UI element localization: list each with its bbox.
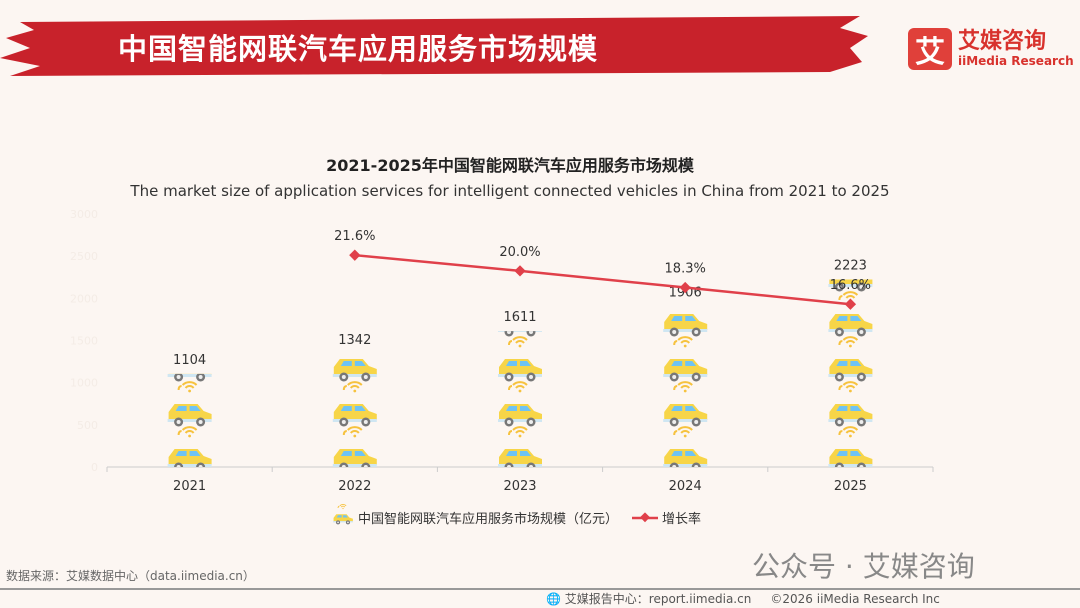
footer-report: 🌐 艾媒报告中心：report.iimedia.cn ©2026 iiMedia… <box>546 590 940 607</box>
divider <box>0 588 1080 590</box>
legend-marker <box>640 512 650 523</box>
car-icon <box>497 426 543 467</box>
globe-icon: 🌐 <box>546 592 561 606</box>
car-icon <box>662 336 709 383</box>
growth-label: 20.0% <box>499 245 540 260</box>
y-tick-label: 2500 <box>70 250 98 263</box>
copyright: ©2026 iiMedia Research Inc <box>770 592 940 606</box>
bar-value-label: 2223 <box>834 259 867 274</box>
bar-value-label: 1104 <box>173 353 206 368</box>
car-icon <box>166 381 213 428</box>
growth-label: 18.3% <box>665 262 706 277</box>
growth-point <box>844 298 857 310</box>
chart-title: 2021-2025年中国智能网联汽车应用服务市场规模 <box>326 156 694 175</box>
car-icon <box>333 292 377 336</box>
header-banner <box>0 16 868 76</box>
growth-point <box>679 281 691 294</box>
logo-mark: 艾 <box>908 28 952 70</box>
car-icon <box>827 336 874 383</box>
y-tick-label: 0 <box>91 461 98 474</box>
x-tick-label: 2021 <box>173 479 206 494</box>
x-tick-label: 2022 <box>338 479 371 494</box>
car-icon <box>497 336 543 383</box>
logo: 艾 艾媒咨询 iiMedia Research <box>908 28 1074 70</box>
growth-point <box>514 265 526 277</box>
bar-value-label: 1342 <box>338 333 371 348</box>
x-tick-label: 2024 <box>669 479 702 494</box>
car-icon <box>331 381 378 428</box>
legend-car-icon <box>332 504 354 525</box>
x-tick-label: 2025 <box>834 479 867 494</box>
y-tick-label: 1500 <box>70 335 98 348</box>
car-icon <box>662 426 709 468</box>
legend-label-bar: 中国智能网联汽车应用服务市场规模（亿元） <box>358 511 618 527</box>
car-icon <box>497 381 543 428</box>
growth-label: 21.6% <box>334 229 375 244</box>
growth-label: 16.6% <box>830 278 871 293</box>
y-tick-label: 3000 <box>70 208 98 221</box>
growth-point <box>349 249 361 261</box>
page-title: 中国智能网联汽车应用服务市场规模 <box>118 32 599 66</box>
growth-line <box>354 253 851 306</box>
logo-en: iiMedia Research <box>958 54 1074 68</box>
bar-value-label: 1611 <box>503 310 536 325</box>
car-icon <box>827 426 874 468</box>
car-icon <box>166 426 213 467</box>
chart-subtitle: The market size of application services … <box>130 182 890 200</box>
pictorial-bar <box>662 306 709 468</box>
report-link[interactable]: 艾媒报告中心：report.iimedia.cn <box>564 592 752 606</box>
logo-cn: 艾媒咨询 <box>958 29 1047 54</box>
car-icon <box>827 381 874 428</box>
watermark: 公众号 · 艾媒咨询 <box>752 550 975 583</box>
y-tick-label: 2000 <box>70 292 98 305</box>
x-tick-label: 2023 <box>503 479 536 494</box>
car-icon <box>662 381 709 428</box>
car-icon <box>331 426 378 468</box>
legend-label-line: 增长率 <box>662 511 701 527</box>
y-tick-label: 1000 <box>70 377 98 390</box>
source-note: 数据来源：艾媒数据中心（data.iimedia.cn） <box>6 569 255 583</box>
pictorial-bar <box>331 292 378 468</box>
y-tick-label: 500 <box>77 419 98 432</box>
chart: 0 500 1000 1500 2000 2500 3000 2021 2022 2023 2024… <box>70 208 934 527</box>
